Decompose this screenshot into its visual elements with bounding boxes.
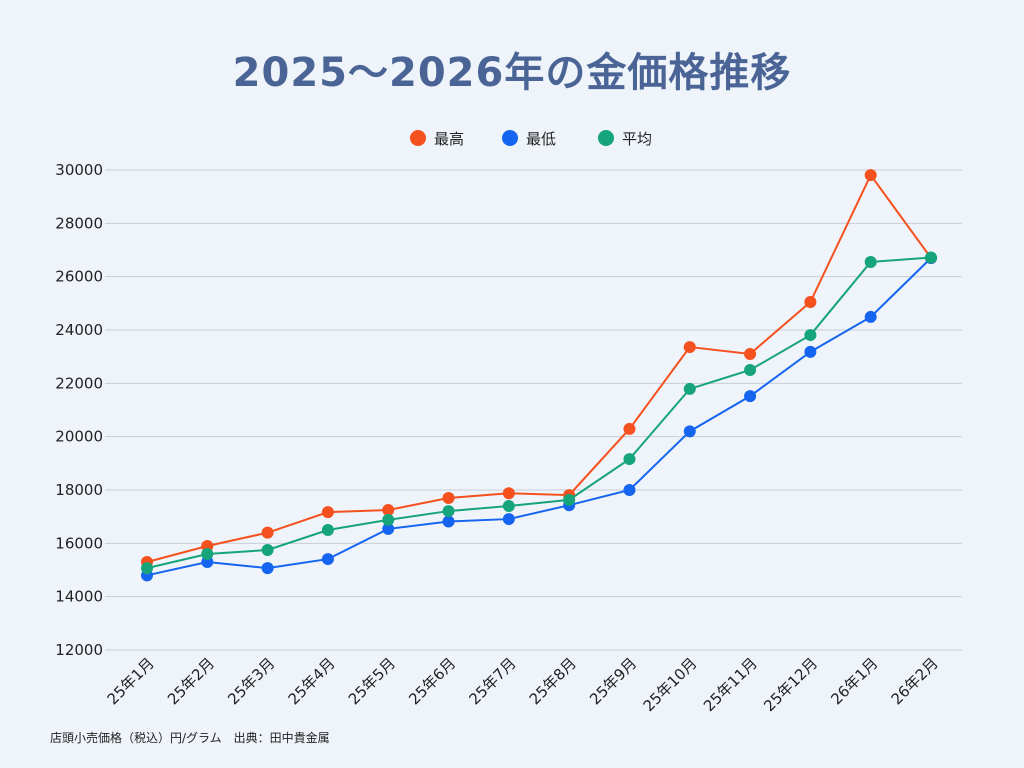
y-tick-label: 22000 [55,374,103,392]
x-tick-label: 25年8月 [526,654,580,708]
series-line [146,173,932,563]
series-1 [141,252,937,582]
data-point[interactable] [925,251,937,264]
data-point[interactable] [502,513,515,526]
series-line [146,256,932,570]
data-point[interactable] [382,513,395,526]
data-point[interactable] [502,500,515,512]
y-tick-label: 16000 [55,534,103,552]
data-point[interactable] [261,526,274,539]
legend-marker [598,130,614,146]
legend-label: 平均 [622,130,652,148]
data-point[interactable] [683,425,696,438]
data-point[interactable] [261,562,274,575]
x-tick-label: 25年6月 [405,654,459,708]
chart-title: 2025〜2026年の金価格推移 [232,50,792,96]
x-tick-label: 25年4月 [285,654,339,708]
data-point[interactable] [864,169,877,182]
data-point[interactable] [804,345,817,358]
series-2 [141,251,937,575]
data-point[interactable] [321,506,334,519]
data-point[interactable] [563,493,576,506]
legend-item[interactable]: 平均 [598,130,652,148]
data-point[interactable] [804,329,817,342]
data-point[interactable] [442,515,455,528]
y-tick-label: 18000 [55,481,103,499]
legend-marker [410,130,426,146]
data-point[interactable] [864,310,877,323]
data-point[interactable] [683,382,696,395]
data-point[interactable] [442,492,455,504]
legend-item[interactable]: 最低 [502,130,556,148]
chart-footnote: 店頭小売価格（税込）円/グラム 出典：田中貴金属 [50,731,330,745]
data-point[interactable] [321,553,334,566]
data-point[interactable] [382,522,395,535]
data-point[interactable] [261,544,274,556]
legend-item[interactable]: 最高 [410,130,464,148]
data-point[interactable] [382,504,395,516]
data-point[interactable] [623,453,636,466]
x-tick-label: 25年11月 [700,654,761,715]
legend-label: 最高 [434,130,464,148]
x-tick-label: 25年1月 [104,654,158,708]
data-point[interactable] [744,348,757,360]
data-point[interactable] [623,422,636,435]
series-0 [141,169,937,568]
y-tick-label: 20000 [55,428,103,446]
x-tick-label: 25年7月 [465,654,519,708]
x-tick-label: 25年5月 [345,654,399,708]
data-point[interactable] [744,364,757,376]
legend-label: 最低 [526,130,556,148]
data-point[interactable] [141,562,153,575]
legend-marker [502,130,518,146]
data-point[interactable] [864,256,877,268]
data-point[interactable] [442,505,455,518]
data-point[interactable] [804,296,817,308]
data-point[interactable] [201,548,214,560]
y-tick-label: 14000 [55,588,103,606]
x-tick-label: 25年9月 [586,654,640,708]
x-tick-label: 25年2月 [164,654,218,708]
series-line [146,257,932,577]
x-tick-label: 26年1月 [827,654,881,708]
data-point[interactable] [744,390,757,403]
y-tick-label: 30000 [55,161,103,179]
data-point[interactable] [623,484,636,496]
x-tick-label: 26年2月 [888,654,942,708]
y-tick-label: 26000 [55,268,103,286]
data-point[interactable] [502,487,515,500]
x-tick-label: 25年3月 [224,654,278,708]
y-tick-label: 28000 [55,214,103,232]
data-point[interactable] [321,524,334,536]
x-tick-label: 25年10月 [640,654,701,715]
y-tick-label: 24000 [55,321,103,339]
x-tick-label: 25年12月 [760,654,821,715]
y-tick-label: 12000 [55,641,103,659]
data-point[interactable] [683,341,696,354]
